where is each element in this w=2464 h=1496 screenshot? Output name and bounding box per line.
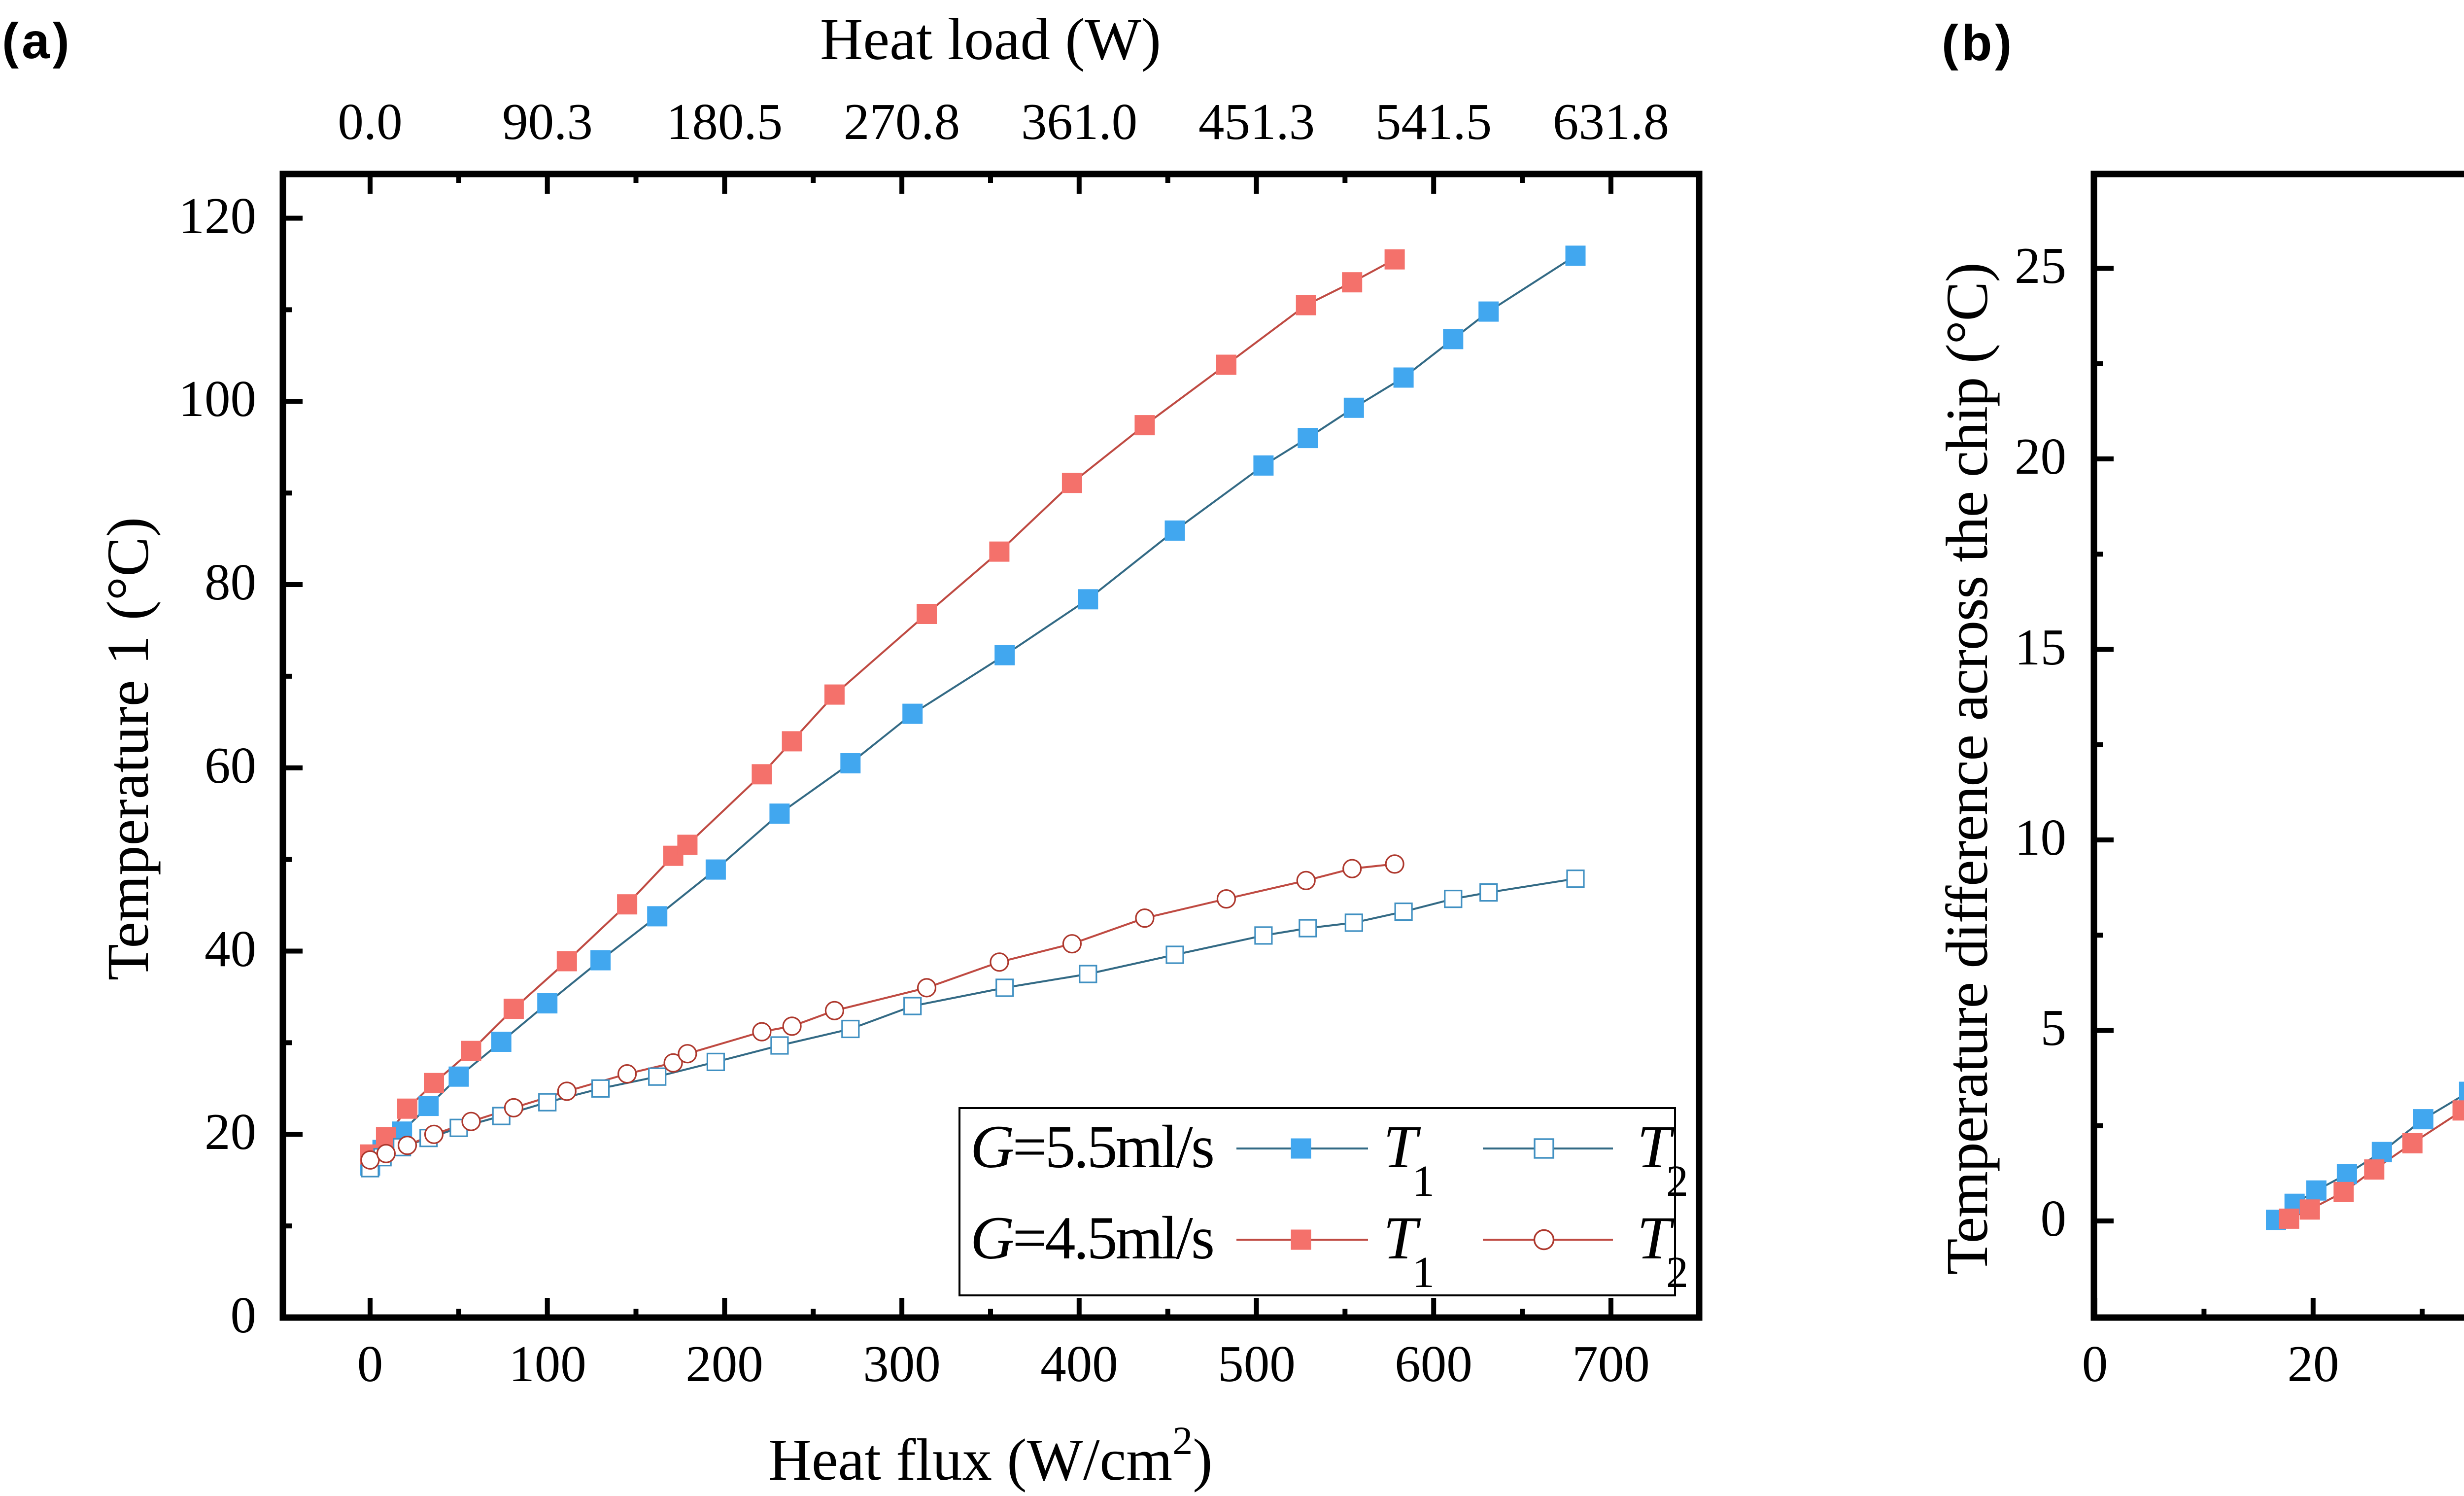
svg-text:Heat load (W): Heat load (W) xyxy=(820,6,1161,72)
svg-text:0: 0 xyxy=(2041,1189,2067,1247)
svg-text:0.0: 0.0 xyxy=(338,93,402,150)
svg-text:180.5: 180.5 xyxy=(666,93,783,150)
svg-text:20: 20 xyxy=(205,1103,256,1160)
svg-text:541.5: 541.5 xyxy=(1375,93,1492,150)
svg-text:25: 25 xyxy=(2015,237,2066,294)
svg-text:600: 600 xyxy=(1395,1335,1472,1392)
svg-text:0: 0 xyxy=(231,1286,257,1344)
svg-text:15: 15 xyxy=(2015,618,2066,676)
svg-text:G=4.5ml/s: G=4.5ml/s xyxy=(970,1204,1213,1272)
svg-text:Temperature difference across: Temperature difference across the chip (… xyxy=(1934,263,2000,1275)
svg-text:Temperature 1 (°C): Temperature 1 (°C) xyxy=(95,517,161,980)
svg-text:60: 60 xyxy=(205,736,256,794)
svg-text:(a): (a) xyxy=(2,13,72,69)
svg-text:500: 500 xyxy=(1218,1335,1296,1392)
svg-text:G=5.5ml/s: G=5.5ml/s xyxy=(970,1113,1213,1181)
svg-text:120: 120 xyxy=(179,187,257,244)
svg-text:20: 20 xyxy=(2015,427,2066,485)
svg-text:40: 40 xyxy=(205,920,256,977)
svg-text:90.3: 90.3 xyxy=(502,93,593,150)
svg-text:5: 5 xyxy=(2041,999,2067,1056)
svg-text:270.8: 270.8 xyxy=(844,93,960,150)
svg-text:300: 300 xyxy=(863,1335,941,1392)
svg-text:451.3: 451.3 xyxy=(1198,93,1315,150)
svg-text:0: 0 xyxy=(2082,1335,2108,1392)
svg-text:100: 100 xyxy=(179,370,257,427)
svg-text:361.0: 361.0 xyxy=(1021,93,1137,150)
svg-text:100: 100 xyxy=(509,1335,586,1392)
svg-text:20: 20 xyxy=(2288,1335,2339,1392)
svg-text:80: 80 xyxy=(205,553,256,611)
svg-text:(b): (b) xyxy=(1942,15,2015,71)
svg-text:700: 700 xyxy=(1572,1335,1650,1392)
svg-text:0: 0 xyxy=(357,1335,383,1392)
svg-text:10: 10 xyxy=(2015,808,2066,866)
svg-text:200: 200 xyxy=(685,1335,763,1392)
svg-text:400: 400 xyxy=(1040,1335,1118,1392)
svg-text:Heat flux (W/cm2): Heat flux (W/cm2) xyxy=(768,1418,1212,1493)
svg-text:631.8: 631.8 xyxy=(1553,93,1669,150)
